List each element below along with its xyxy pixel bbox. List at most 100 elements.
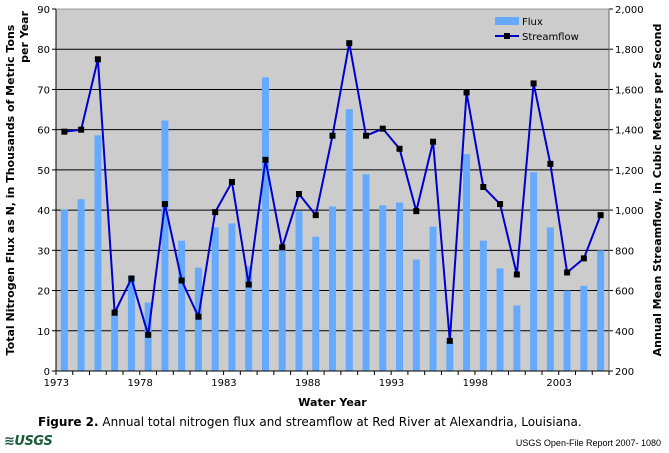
flux-bar: [211, 227, 219, 371]
flux-bar: [379, 205, 387, 371]
y-tick-label: 70: [37, 85, 50, 96]
y2-tick-label: 1,000: [615, 206, 644, 217]
y2-tick-label: 200: [615, 367, 634, 378]
flux-bar: [580, 285, 588, 371]
flux-bar: [546, 227, 554, 371]
streamflow-marker: [463, 89, 470, 96]
flux-bar: [245, 266, 253, 371]
streamflow-marker: [228, 178, 235, 185]
y2-tick-label: 1,600: [615, 85, 644, 96]
flux-bar: [228, 223, 236, 371]
y2-tick-label: 2,000: [615, 5, 644, 16]
flux-bar: [479, 240, 487, 371]
streamflow-marker: [312, 212, 319, 219]
streamflow-marker: [396, 145, 403, 152]
x-tick-label: 1998: [463, 378, 488, 389]
x-tick-label: 1973: [44, 378, 69, 389]
streamflow-marker: [279, 244, 286, 251]
streamflow-marker: [145, 331, 152, 338]
streamflow-marker: [379, 125, 386, 132]
flux-bar: [530, 172, 538, 371]
flux-bar: [345, 109, 353, 372]
streamflow-marker: [78, 126, 85, 133]
y-tick-label: 10: [37, 327, 50, 338]
streamflow-marker: [446, 337, 453, 344]
y-tick-label: 90: [37, 5, 50, 16]
streamflow-marker: [547, 160, 554, 167]
y2-tick-label: 800: [615, 246, 634, 257]
x-axis-title: Water Year: [298, 396, 367, 409]
x-tick-label: 1988: [295, 378, 320, 389]
flux-bar: [396, 202, 404, 371]
flux-bar: [513, 305, 521, 371]
streamflow-marker: [480, 183, 487, 190]
streamflow-marker: [597, 212, 604, 219]
flux-bar: [412, 259, 420, 371]
report-id: USGS Open-File Report 2007- 1080: [515, 438, 661, 448]
y2-tick-label: 1,200: [615, 166, 644, 177]
streamflow-marker: [128, 275, 135, 282]
flux-bar: [111, 309, 119, 371]
flux-bar: [60, 209, 68, 371]
legend-flux-label: Flux: [522, 17, 543, 28]
flux-bar: [312, 236, 320, 371]
streamflow-marker: [212, 209, 219, 216]
flux-bar: [161, 120, 169, 371]
flux-bar: [563, 290, 571, 371]
streamflow-marker: [346, 40, 353, 47]
streamflow-marker: [245, 281, 252, 288]
streamflow-marker: [195, 313, 202, 320]
y-tick-label: 0: [44, 367, 50, 378]
streamflow-marker: [178, 277, 185, 284]
legend-flux-swatch: [495, 17, 519, 25]
y2-axis-title: Annual Mean Streamflow, in Cubic Meters …: [651, 24, 664, 357]
usgs-logo-text: USGS: [14, 434, 53, 449]
chart: 0 10 20 30 40 50 60 70 80 90 200 400 600 800 1,000 1,20…: [4, 5, 664, 409]
y-axis-title-line1: Total Nitrogen Flux as N, in Thousands o…: [4, 24, 17, 355]
flux-bar: [597, 250, 605, 371]
streamflow-marker: [262, 156, 269, 163]
flux-bar: [429, 226, 437, 371]
flux-bar: [278, 246, 286, 371]
streamflow-marker: [564, 269, 571, 276]
y-tick-label: 50: [37, 166, 50, 177]
streamflow-marker: [111, 309, 118, 316]
flux-bar: [295, 211, 303, 371]
y-tick-label: 20: [37, 287, 50, 298]
flux-bar: [94, 135, 102, 371]
flux-bar: [463, 154, 471, 371]
flux-bar: [178, 240, 186, 371]
streamflow-marker: [94, 56, 101, 63]
y2-tick-label: 400: [615, 327, 634, 338]
y2-tick-label: 1,800: [615, 45, 644, 56]
legend-streamflow-marker: [504, 33, 510, 39]
streamflow-marker: [61, 128, 68, 135]
x-tick-label: 1978: [127, 378, 152, 389]
legend-streamflow-label: Streamflow: [522, 32, 579, 43]
streamflow-marker: [430, 138, 437, 145]
streamflow-marker: [497, 201, 504, 208]
streamflow-marker: [295, 191, 302, 198]
flux-bar: [127, 275, 135, 371]
flux-bar: [362, 174, 370, 371]
streamflow-marker: [530, 80, 537, 87]
y-axis-title-line2: per Year: [18, 10, 31, 62]
caption-label: Figure 2.: [38, 415, 99, 429]
streamflow-marker: [580, 255, 587, 262]
streamflow-marker: [513, 271, 520, 278]
y2-tick-label: 1,400: [615, 126, 644, 137]
y-tick-label: 80: [37, 45, 50, 56]
x-tick-label: 1983: [211, 378, 236, 389]
flux-bar: [77, 199, 85, 371]
x-tick-label: 2003: [546, 378, 571, 389]
figure-caption: Figure 2. Annual total nitrogen flux and…: [38, 415, 582, 429]
streamflow-marker: [413, 208, 420, 215]
flux-bar: [261, 77, 269, 371]
flux-bar: [329, 206, 336, 371]
x-tick-label: 1993: [379, 378, 404, 389]
y-tick-label: 60: [37, 126, 50, 137]
caption-text: Annual total nitrogen flux and streamflo…: [98, 415, 582, 429]
y-tick-label: 30: [37, 246, 50, 257]
streamflow-marker: [161, 201, 168, 208]
usgs-logo: ≋USGS: [4, 434, 53, 449]
